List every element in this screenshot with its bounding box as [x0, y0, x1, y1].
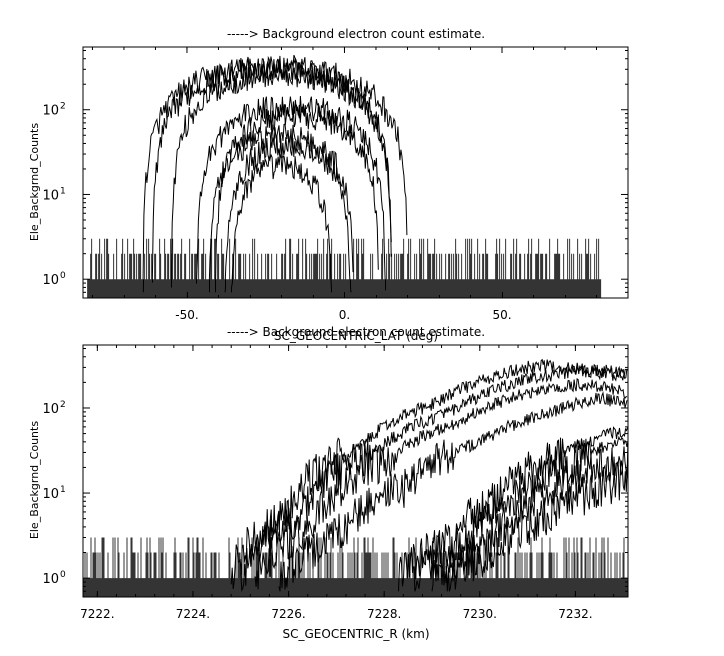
y-tick-label: 10	[42, 104, 59, 119]
y-tick-exponent: 2	[60, 400, 66, 410]
y-tick-label: 10	[42, 273, 59, 288]
series-line-3	[278, 391, 628, 592]
series-line-4	[214, 103, 379, 293]
x-tick-label: 0.	[339, 308, 350, 322]
y-tick-exponent: 2	[60, 102, 66, 112]
x-tick-label: 7222.	[80, 607, 114, 621]
y-tick-exponent: 1	[60, 186, 66, 196]
y-axis-label: Ele_Backgrnd_Counts	[28, 123, 41, 241]
x-tick-label: -50.	[175, 308, 198, 322]
y-tick-exponent: 0	[60, 570, 66, 580]
noise-spikes	[82, 537, 629, 597]
series-line-6	[431, 439, 629, 592]
y-tick-label: 10	[42, 188, 59, 203]
x-axis-label: SC_GEOCENTRIC_R (km)	[283, 627, 430, 641]
y-tick-exponent: 0	[60, 271, 66, 281]
series-line-1	[240, 364, 629, 593]
series-line-2	[170, 61, 392, 288]
series-line-2	[254, 378, 628, 590]
y-tick-exponent: 1	[60, 485, 66, 495]
series-line-3	[195, 95, 386, 291]
x-tick-label: 7224.	[176, 607, 210, 621]
series-line-1	[151, 55, 392, 283]
x-tick-label: 7230.	[463, 607, 497, 621]
noise-spikes	[87, 238, 602, 298]
series-line-7	[445, 460, 628, 592]
y-tick-label: 10	[42, 487, 59, 502]
panel-radius: -----> Background electron count estimat…	[28, 325, 629, 641]
plot-area	[82, 358, 629, 597]
series-line-5	[412, 435, 629, 592]
series-line-0	[142, 54, 408, 293]
x-tick-label: 7228.	[367, 607, 401, 621]
panel-latitude: -----> Background electron count estimat…	[28, 27, 629, 343]
x-tick-label: 7226.	[271, 607, 305, 621]
series-line-6	[224, 134, 352, 293]
plot-frame	[82, 344, 629, 598]
panel-title: -----> Background electron count estimat…	[227, 325, 485, 339]
x-tick-label: 7232.	[558, 607, 592, 621]
x-axis-label: SC_GEOCENTRIC_LAT (deg)	[274, 329, 438, 343]
y-axis-label: Ele_Backgrnd_Counts	[28, 421, 41, 539]
panel-title: -----> Background electron count estimat…	[227, 27, 485, 41]
series-line-7	[230, 153, 332, 293]
plot-area	[87, 54, 602, 298]
plot-frame	[82, 46, 629, 299]
y-tick-label: 10	[42, 402, 59, 417]
y-tick-label: 10	[42, 572, 59, 587]
x-tick-label: 50.	[492, 308, 511, 322]
